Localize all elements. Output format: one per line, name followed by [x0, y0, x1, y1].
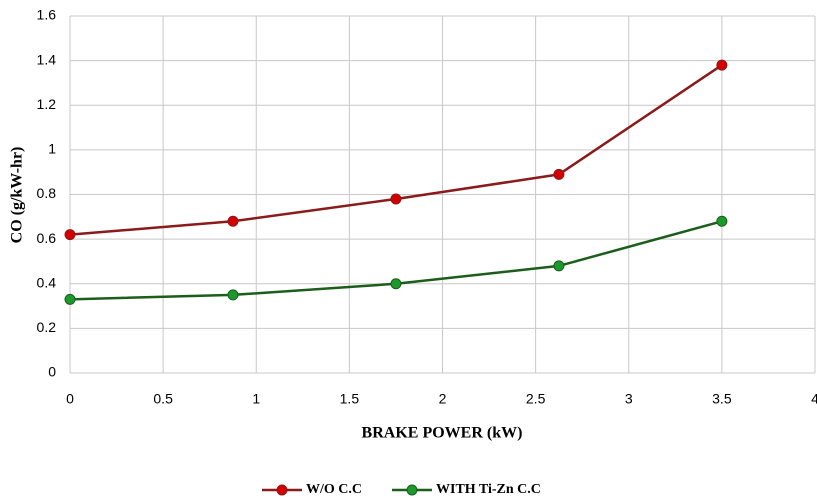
y-tick-label: 1	[48, 141, 56, 157]
data-point	[64, 293, 76, 305]
y-tick-label: 0.4	[37, 274, 57, 290]
x-axis-title: BRAKE POWER (kW)	[362, 425, 523, 442]
y-tick-label: 0.8	[37, 185, 57, 201]
legend-marker	[406, 484, 418, 496]
legend-label: WITH Ti-Zn C.C	[436, 482, 541, 497]
y-tick-label: 1.4	[37, 51, 57, 67]
y-tick-label: 1.2	[37, 96, 57, 112]
data-point	[227, 215, 239, 227]
data-point	[716, 59, 728, 71]
data-point	[553, 260, 565, 272]
data-point	[390, 193, 402, 205]
data-point	[64, 229, 76, 241]
y-tick-label: 0	[48, 364, 56, 380]
y-tick-label: 0.6	[37, 230, 57, 246]
y-axis-title: CO (g/kW-hr)	[9, 147, 26, 244]
x-tick-label: 0.5	[153, 391, 173, 407]
y-tick-label: 1.6	[37, 7, 57, 23]
data-point	[553, 168, 565, 180]
x-tick-label: 2	[439, 391, 447, 407]
data-point	[227, 289, 239, 301]
x-tick-label: 1.5	[340, 391, 360, 407]
legend-label: W/O C.C	[306, 482, 362, 497]
x-tick-label: 3.5	[712, 391, 732, 407]
x-tick-label: 0	[66, 391, 74, 407]
legend-marker	[276, 484, 288, 496]
y-tick-label: 0.2	[37, 319, 57, 335]
data-point	[716, 215, 728, 227]
data-point	[390, 278, 402, 290]
x-tick-label: 3	[625, 391, 633, 407]
x-tick-label: 1	[252, 391, 260, 407]
x-tick-label: 2.5	[526, 391, 546, 407]
x-tick-label: 4	[811, 391, 817, 407]
